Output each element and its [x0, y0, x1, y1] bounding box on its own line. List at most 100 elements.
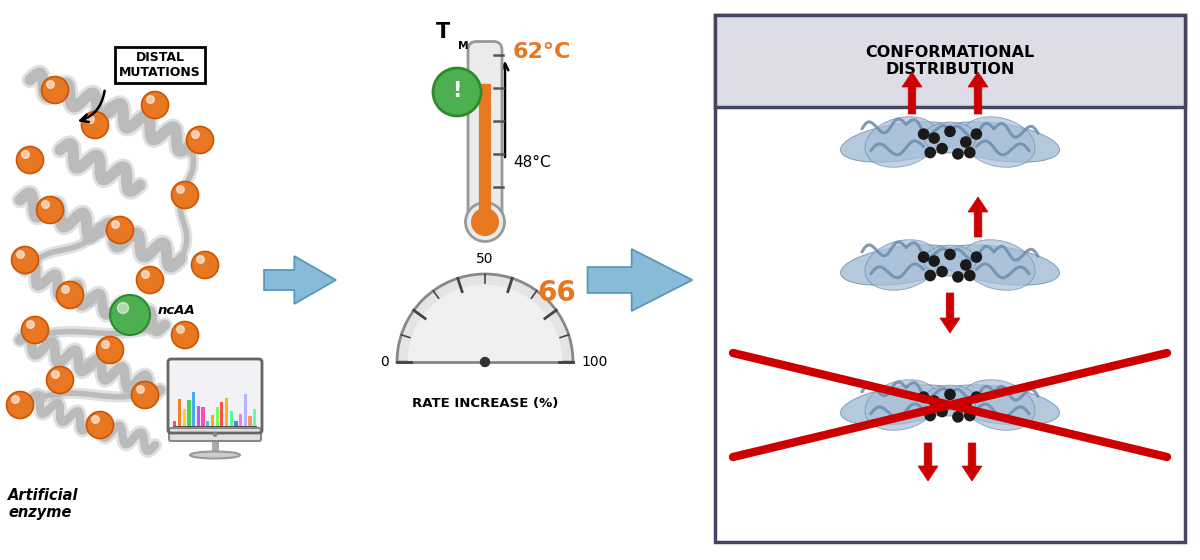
- Ellipse shape: [924, 385, 977, 416]
- Circle shape: [91, 416, 100, 423]
- Bar: [244, 394, 247, 427]
- Circle shape: [961, 260, 971, 270]
- Circle shape: [52, 371, 59, 379]
- Bar: [197, 406, 200, 427]
- Text: ncAA: ncAA: [158, 304, 196, 316]
- Circle shape: [17, 147, 43, 174]
- Ellipse shape: [840, 385, 962, 425]
- Circle shape: [965, 270, 974, 281]
- Circle shape: [102, 340, 109, 348]
- Text: 50: 50: [476, 252, 493, 266]
- Ellipse shape: [961, 240, 1036, 290]
- Ellipse shape: [961, 380, 1036, 430]
- Bar: [206, 421, 209, 427]
- Polygon shape: [918, 443, 938, 481]
- Circle shape: [86, 412, 114, 438]
- Circle shape: [937, 267, 947, 277]
- Text: CONFORMATIONAL
DISTRIBUTION: CONFORMATIONAL DISTRIBUTION: [865, 45, 1034, 77]
- Circle shape: [944, 127, 955, 137]
- Ellipse shape: [840, 122, 962, 162]
- Circle shape: [146, 96, 155, 103]
- Circle shape: [176, 326, 185, 333]
- Ellipse shape: [865, 116, 938, 167]
- Circle shape: [47, 81, 54, 88]
- Circle shape: [172, 321, 198, 348]
- Polygon shape: [264, 256, 336, 304]
- Ellipse shape: [924, 122, 977, 153]
- Circle shape: [56, 282, 84, 309]
- Circle shape: [110, 295, 150, 335]
- Bar: [178, 399, 181, 427]
- Circle shape: [118, 302, 128, 314]
- Bar: [187, 400, 191, 427]
- Circle shape: [971, 392, 982, 402]
- Circle shape: [12, 246, 38, 273]
- Bar: [224, 398, 228, 427]
- Circle shape: [47, 366, 73, 394]
- Circle shape: [214, 433, 217, 436]
- Ellipse shape: [190, 451, 240, 459]
- Circle shape: [26, 321, 35, 328]
- Circle shape: [197, 256, 204, 263]
- Polygon shape: [962, 443, 982, 481]
- Ellipse shape: [840, 245, 962, 285]
- Text: 66: 66: [536, 279, 576, 307]
- Polygon shape: [940, 293, 960, 333]
- Circle shape: [6, 391, 34, 418]
- FancyBboxPatch shape: [715, 15, 1186, 542]
- Text: 100: 100: [581, 355, 607, 369]
- FancyBboxPatch shape: [168, 359, 262, 433]
- Wedge shape: [408, 284, 563, 362]
- FancyBboxPatch shape: [468, 41, 502, 231]
- Circle shape: [82, 111, 108, 138]
- Text: 62°C: 62°C: [514, 42, 571, 62]
- Circle shape: [925, 410, 935, 421]
- Circle shape: [192, 251, 218, 278]
- Bar: [173, 421, 176, 427]
- Circle shape: [137, 386, 144, 393]
- Bar: [229, 411, 233, 427]
- Circle shape: [953, 412, 964, 422]
- Circle shape: [61, 286, 70, 293]
- FancyBboxPatch shape: [169, 428, 262, 441]
- Text: Artificial
enzyme: Artificial enzyme: [8, 488, 78, 520]
- Ellipse shape: [865, 380, 938, 430]
- Circle shape: [137, 267, 163, 293]
- Bar: [239, 414, 242, 427]
- Bar: [216, 407, 218, 427]
- Circle shape: [953, 149, 964, 159]
- Circle shape: [961, 400, 971, 410]
- Circle shape: [96, 337, 124, 363]
- Bar: [202, 407, 205, 427]
- Circle shape: [918, 392, 929, 402]
- Circle shape: [470, 208, 499, 236]
- Circle shape: [22, 151, 29, 158]
- Ellipse shape: [937, 385, 1060, 425]
- Circle shape: [22, 316, 48, 343]
- Circle shape: [132, 381, 158, 408]
- Bar: [221, 402, 223, 427]
- Circle shape: [971, 252, 982, 262]
- Circle shape: [480, 357, 490, 366]
- Circle shape: [42, 200, 49, 208]
- Circle shape: [929, 256, 940, 266]
- Polygon shape: [588, 249, 692, 311]
- Bar: [253, 409, 257, 427]
- Circle shape: [433, 68, 481, 116]
- Circle shape: [944, 249, 955, 259]
- Circle shape: [36, 197, 64, 223]
- Ellipse shape: [937, 122, 1060, 162]
- Circle shape: [172, 181, 198, 208]
- Circle shape: [42, 77, 68, 104]
- Circle shape: [971, 129, 982, 139]
- Circle shape: [186, 127, 214, 153]
- Circle shape: [466, 203, 504, 241]
- Bar: [248, 416, 252, 427]
- Circle shape: [112, 221, 119, 228]
- Circle shape: [142, 91, 168, 119]
- Bar: [234, 421, 238, 427]
- FancyBboxPatch shape: [715, 15, 1186, 107]
- Circle shape: [965, 147, 974, 158]
- Circle shape: [953, 272, 964, 282]
- Circle shape: [929, 396, 940, 406]
